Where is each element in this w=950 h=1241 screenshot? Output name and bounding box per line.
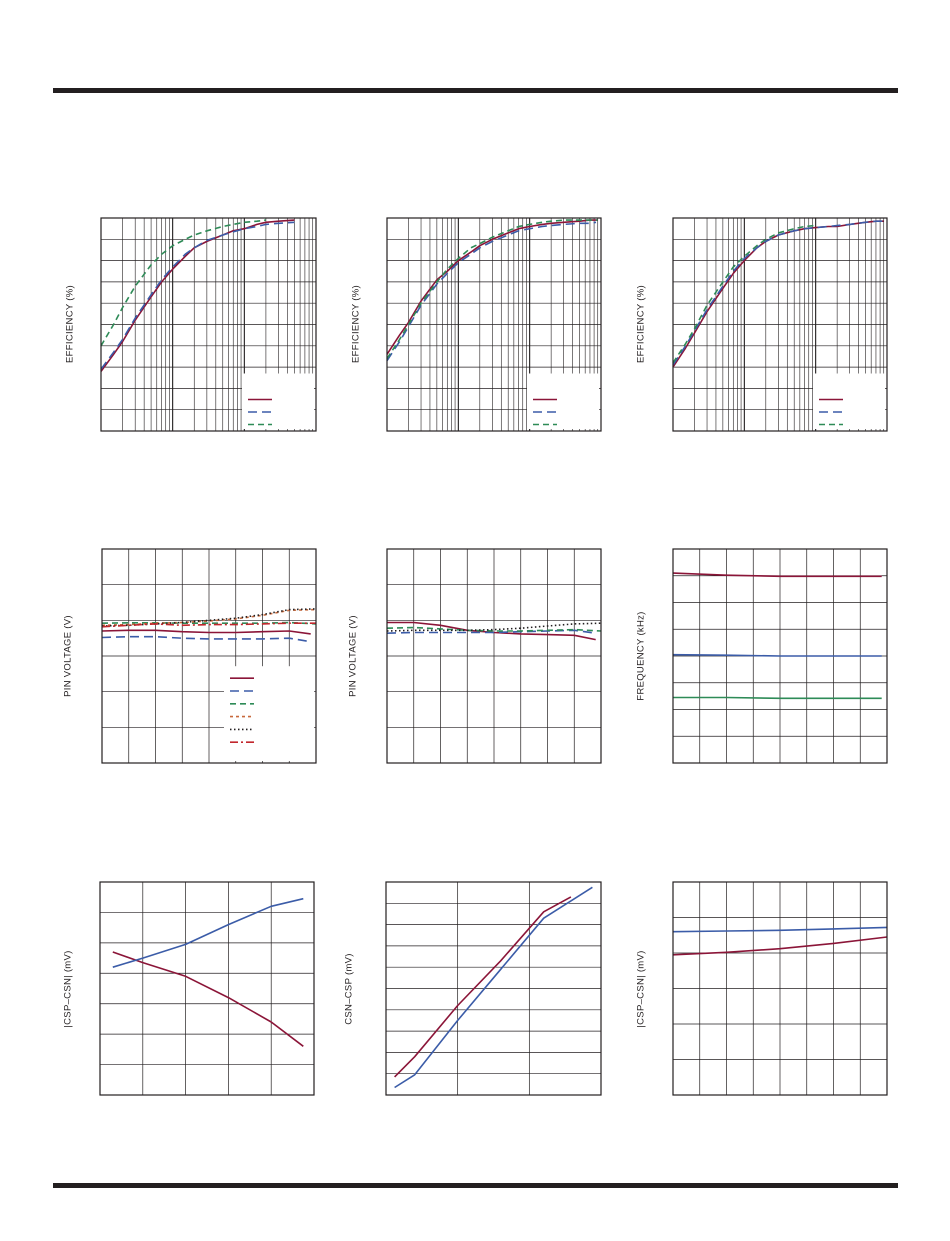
- legend-box: [813, 373, 885, 429]
- series-line: [386, 629, 596, 634]
- efficiency-chart-3: [672, 217, 888, 432]
- series-line: [672, 926, 888, 933]
- y-axis-label: EFFICIENCY (%): [635, 285, 647, 363]
- bottom-rule: [53, 1183, 898, 1188]
- y-axis-label: |CSP–CSN| (mV): [635, 950, 647, 1028]
- series-line: [101, 635, 311, 643]
- series-line: [101, 629, 311, 635]
- series-line: [672, 220, 884, 366]
- gridlines: [673, 882, 887, 1095]
- legend-box: [527, 373, 599, 429]
- plot-frame: [385, 881, 602, 1096]
- top-rule: [53, 88, 898, 93]
- series-line: [672, 224, 816, 364]
- series-line: [386, 626, 602, 632]
- current-sense-chart-1: [99, 881, 315, 1096]
- series-line: [100, 221, 295, 370]
- frequency-chart: [672, 548, 888, 764]
- plot-frame: [99, 881, 315, 1096]
- gridlines: [100, 882, 314, 1095]
- y-axis-label: EFFICIENCY (%): [64, 285, 76, 363]
- series-line: [672, 572, 882, 578]
- pin-voltage-chart-2: [386, 548, 602, 764]
- current-sense-chart-2: [385, 881, 602, 1096]
- series-line: [672, 936, 888, 956]
- current-sense-chart-3: [672, 881, 888, 1096]
- series-line: [100, 219, 266, 347]
- series-line: [112, 897, 304, 968]
- legend-box: [242, 373, 314, 429]
- series-line: [387, 621, 596, 641]
- series-line: [101, 621, 317, 625]
- pin-voltage-chart-1: [101, 548, 317, 764]
- series-line: [101, 622, 316, 628]
- plot-frame: [386, 548, 602, 764]
- plot-frame: [101, 548, 317, 764]
- series-line: [394, 886, 593, 1089]
- efficiency-chart-1: [100, 217, 317, 432]
- series-line: [672, 653, 882, 657]
- plot-frame: [672, 881, 888, 1096]
- y-axis-label: PIN VOLTAGE (V): [62, 615, 74, 697]
- series-line: [394, 896, 572, 1078]
- series-line: [386, 221, 597, 362]
- plot-frame: [672, 548, 888, 764]
- series-line: [386, 219, 598, 360]
- y-axis-label: |CSP–CSN| (mV): [62, 950, 74, 1028]
- plot-frame: [672, 217, 888, 432]
- gridlines: [672, 218, 888, 431]
- series-line: [112, 951, 304, 1047]
- gridlines: [386, 882, 601, 1095]
- y-axis-label: CSN–CSP (mV): [343, 953, 355, 1025]
- y-axis-label: FREQUENCY (kHz): [635, 611, 647, 701]
- y-axis-label: PIN VOLTAGE (V): [347, 615, 359, 697]
- legend-box: [224, 666, 314, 761]
- plot-frame: [386, 217, 602, 432]
- plot-frame: [100, 217, 317, 432]
- gridlines: [387, 549, 601, 763]
- series-line: [386, 219, 598, 355]
- y-axis-label: EFFICIENCY (%): [350, 285, 362, 363]
- efficiency-chart-2: [386, 217, 602, 432]
- series-line: [673, 696, 882, 700]
- series-line: [100, 219, 295, 372]
